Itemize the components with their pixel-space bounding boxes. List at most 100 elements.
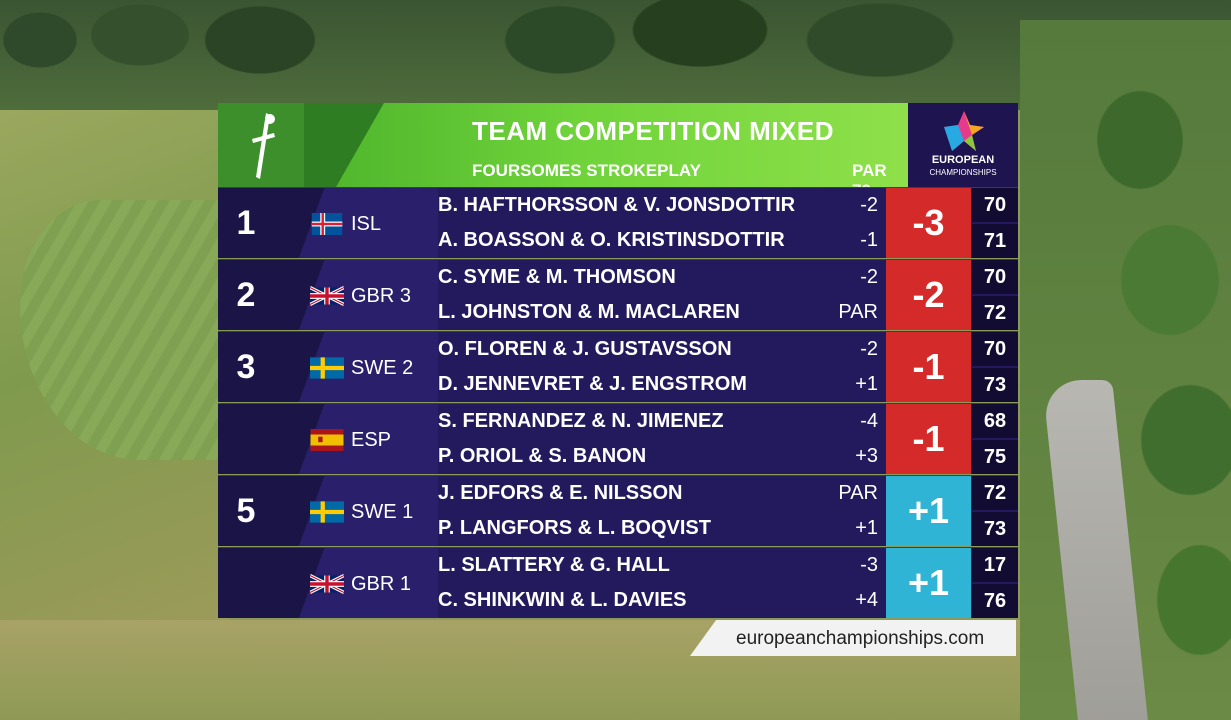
team-total: +1 [886, 548, 971, 618]
player-pairs: O. FLOREN & J. GUSTAVSSON -2 D. JENNEVRET … [428, 332, 878, 402]
pair-line: L. SLATTERY & G. HALL -3 [438, 548, 878, 583]
brand-line-1: EUROPEAN [931, 154, 995, 166]
pair-names: C. SHINKWIN & L. DAVIES [438, 589, 687, 611]
nation-cell: ISL [278, 188, 438, 258]
nation-cell: GBR 3 [278, 260, 438, 330]
pair-line: P. LANGFORS & L. BOQVIST +1 [438, 511, 878, 546]
team-total: +1 [886, 476, 971, 546]
stroke-count: 70 [972, 332, 1018, 366]
pair-names: A. BOASSON & O. KRISTINSDOTTIR [438, 229, 785, 251]
stroke-count: 72 [972, 296, 1018, 330]
pair-names: L. JOHNSTON & M. MACLAREN [438, 301, 740, 323]
nation-cell: GBR 1 [278, 548, 438, 618]
pair-line: A. BOASSON & O. KRISTINSDOTTIR -1 [438, 223, 878, 258]
rank-cell: 2 [218, 260, 278, 330]
nation-code: GBR 1 [351, 573, 412, 595]
stroke-counts: 17 76 [972, 548, 1018, 618]
pair-score: PAR [838, 301, 878, 323]
pair-score: -3 [860, 554, 878, 576]
pair-line: S. FERNANDEZ & N. JIMENEZ -4 [438, 404, 878, 439]
brand-line-2: CHAMPIONSHIPS [929, 168, 997, 177]
rank-cell: 3 [218, 332, 278, 402]
rank: 3 [236, 348, 256, 386]
nation-code: SWE 1 [351, 501, 414, 523]
stroke-counts: 72 73 [972, 476, 1018, 546]
pair-line: D. JENNEVRET & J. ENGSTROM +1 [438, 367, 878, 402]
nation-cell: ESP [278, 404, 438, 474]
golf-pictogram-icon [218, 103, 304, 187]
pair-line: L. JOHNSTON & M. MACLAREN PAR [438, 295, 878, 330]
nation-cell: SWE 1 [278, 476, 438, 546]
rank: 2 [236, 276, 256, 314]
pair-score: -4 [860, 410, 878, 432]
team-row: GBR 1 L. SLATTERY & G. HALL -3 C. SHINKWIN … [218, 547, 1018, 618]
pair-score: -2 [860, 266, 878, 288]
player-pairs: C. SYME & M. THOMSON -2 L. JOHNSTON & M. M… [428, 260, 878, 330]
nation-code: SWE 2 [351, 357, 414, 379]
pair-names: D. JENNEVRET & J. ENGSTROM [438, 373, 747, 395]
team-rows: 1 ISL B. HAFTHORSSON & V. JONSDOTTIR -2 A. B… [218, 187, 1018, 618]
player-pairs: S. FERNANDEZ & N. JIMENEZ -4 P. ORIOL & S.… [428, 404, 878, 474]
website-url: europeanchampionships.com [736, 628, 985, 649]
player-pairs: B. HAFTHORSSON & V. JONSDOTTIR -2 A. BOASS… [428, 188, 878, 258]
pair-line: B. HAFTHORSSON & V. JONSDOTTIR -2 [438, 188, 878, 223]
stroke-count: 70 [972, 188, 1018, 222]
pair-score: PAR [838, 482, 878, 504]
pair-score: -1 [860, 229, 878, 251]
stroke-count: 68 [972, 404, 1018, 438]
pair-score: +1 [855, 517, 878, 539]
stroke-count: 17 [972, 548, 1018, 582]
rank: 1 [236, 204, 256, 242]
title-banner: TEAM COMPETITION MIXED FOURSOMES STROKEP… [304, 103, 908, 200]
team-total: -3 [886, 188, 971, 258]
stroke-count: 73 [972, 512, 1018, 546]
stroke-counts: 68 75 [972, 404, 1018, 474]
team-total: -2 [886, 260, 971, 330]
pair-score: -2 [860, 194, 878, 216]
team-row: 2 GBR 3 C. SYME & M. THOMSON -2 L. JOHNSTON … [218, 259, 1018, 330]
rank-cell: 1 [218, 188, 278, 258]
leaderboard-header: TEAM COMPETITION MIXED FOURSOMES STROKEP… [218, 103, 1018, 200]
team-total: -1 [886, 404, 971, 474]
stroke-counts: 70 71 [972, 188, 1018, 258]
pair-names: P. LANGFORS & L. BOQVIST [438, 517, 711, 539]
pair-names: J. EDFORS & E. NILSSON [438, 482, 683, 504]
european-championships-logo: EUROPEAN CHAMPIONSHIPS [908, 103, 1018, 187]
format-subtitle: FOURSOMES STROKEPLAY [472, 161, 701, 180]
stroke-count: 76 [972, 584, 1018, 618]
pair-line: C. SHINKWIN & L. DAVIES +4 [438, 583, 878, 618]
pair-line: P. ORIOL & S. BANON +3 [438, 439, 878, 474]
team-total: -1 [886, 332, 971, 402]
pair-names: C. SYME & M. THOMSON [438, 266, 676, 288]
pair-score: +3 [855, 445, 878, 467]
pair-line: J. EDFORS & E. NILSSON PAR [438, 476, 878, 511]
star-logo-icon [944, 111, 984, 151]
player-pairs: J. EDFORS & E. NILSSON PAR P. LANGFORS & L… [428, 476, 878, 546]
pair-score: +1 [855, 373, 878, 395]
team-row: ESP S. FERNANDEZ & N. JIMENEZ -4 P. ORIOL &… [218, 403, 1018, 474]
leaderboard: TEAM COMPETITION MIXED FOURSOMES STROKEP… [218, 103, 1018, 618]
team-row: 5 SWE 1 J. EDFORS & E. NILSSON PAR P. LANGFO… [218, 475, 1018, 546]
team-row: 3 SWE 2 O. FLOREN & J. GUSTAVSSON -2 D. JENN… [218, 331, 1018, 402]
pair-names: L. SLATTERY & G. HALL [438, 554, 670, 576]
nation-code: ESP [351, 429, 392, 451]
pair-names: B. HAFTHORSSON & V. JONSDOTTIR [438, 194, 796, 216]
pair-line: C. SYME & M. THOMSON -2 [438, 260, 878, 295]
team-row: 1 ISL B. HAFTHORSSON & V. JONSDOTTIR -2 A. B… [218, 187, 1018, 258]
rank-cell [218, 548, 278, 618]
pair-line: O. FLOREN & J. GUSTAVSSON -2 [438, 332, 878, 367]
pair-names: S. FERNANDEZ & N. JIMENEZ [438, 410, 724, 432]
rank-cell [218, 404, 278, 474]
nation-cell: SWE 2 [278, 332, 438, 402]
stroke-counts: 70 72 [972, 260, 1018, 330]
nation-code: ISL [351, 213, 382, 235]
rank: 5 [236, 492, 256, 530]
page-title: TEAM COMPETITION MIXED [472, 116, 834, 146]
stroke-count: 72 [972, 476, 1018, 510]
stroke-count: 71 [972, 224, 1018, 258]
stroke-count: 73 [972, 368, 1018, 402]
pair-score: +4 [855, 589, 878, 611]
stroke-counts: 70 73 [972, 332, 1018, 402]
pair-names: O. FLOREN & J. GUSTAVSSON [438, 338, 732, 360]
